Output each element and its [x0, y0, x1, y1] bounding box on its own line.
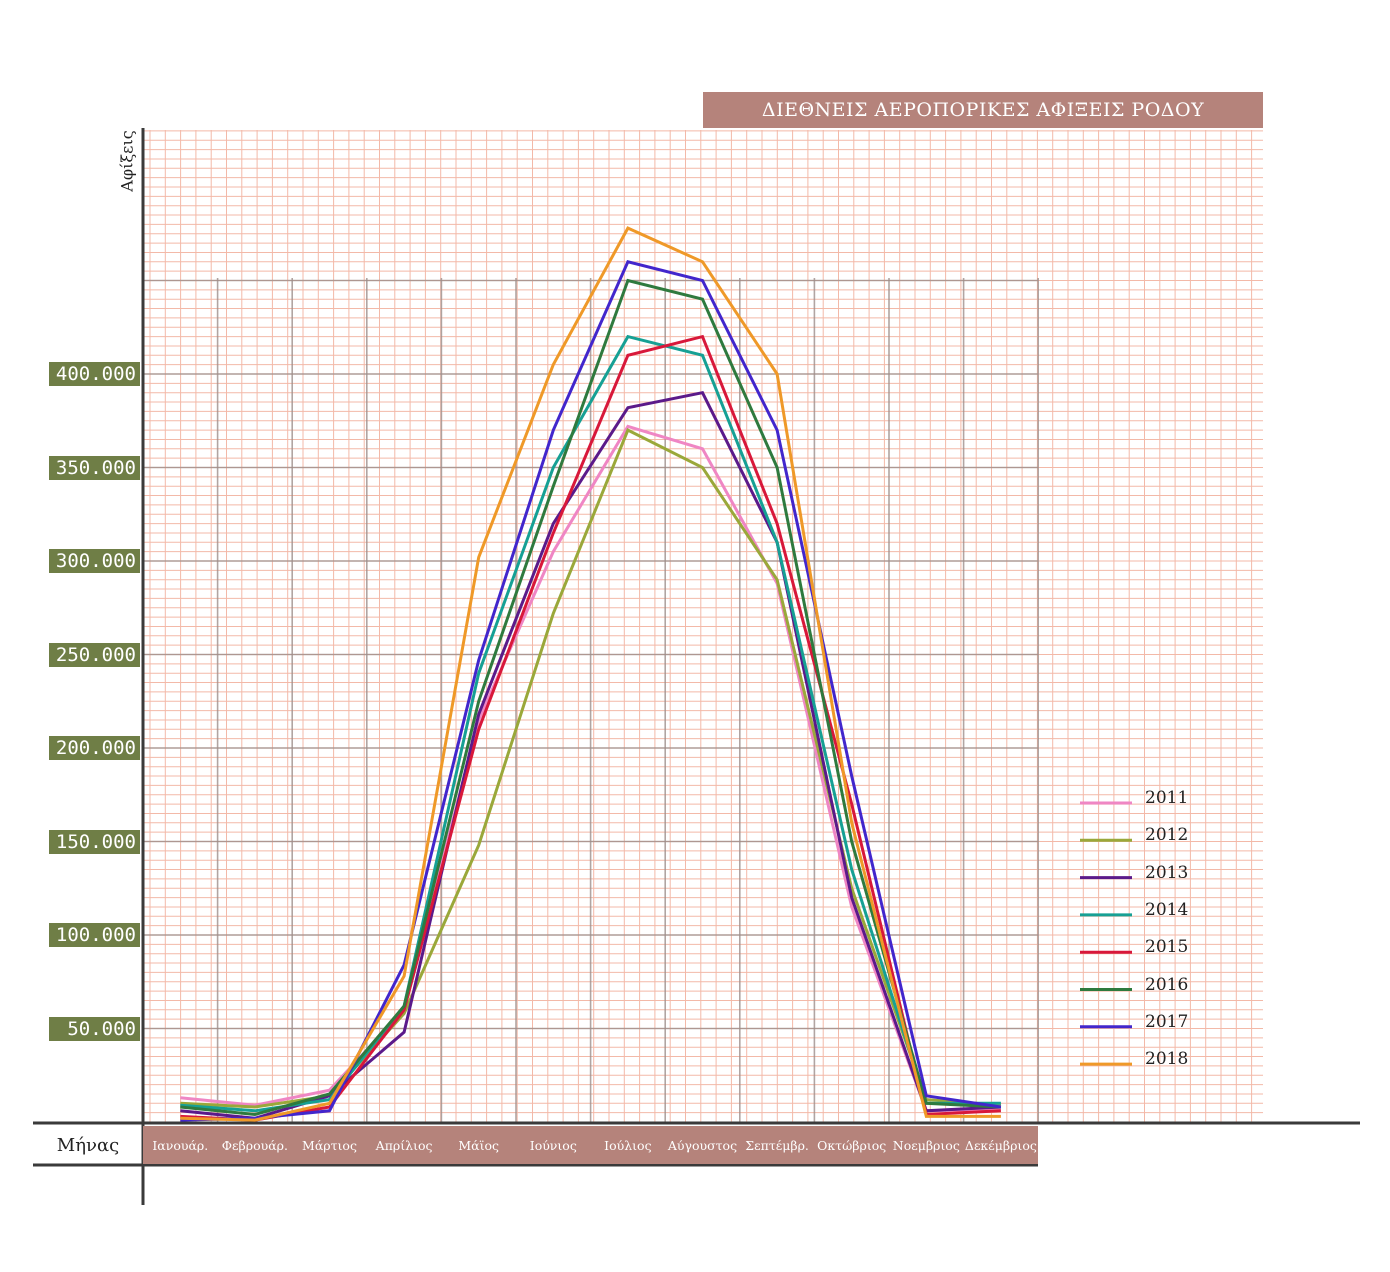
x-tick-label: Ιούλιος — [604, 1137, 652, 1153]
x-tick-label: Αύγουστος — [667, 1137, 738, 1153]
month-strip — [143, 1126, 1038, 1164]
series-line-2016 — [180, 278, 1001, 1117]
y-tick-label: 350.000 — [49, 455, 140, 480]
legend-label-2013: 2013 — [1145, 862, 1189, 883]
chart-title: ΔΙΕΘΝΕΙΣ ΑΕΡΟΠΟΡΙΚΕΣ ΑΦΙΞΕΙΣ ΡΟΔΟΥ — [703, 92, 1263, 128]
y-tick-label: 150.000 — [49, 829, 140, 854]
y-tick-label: 250.000 — [49, 642, 140, 667]
legend-label-2016: 2016 — [1145, 974, 1189, 995]
series-line-2017 — [180, 260, 1002, 1122]
chart-legend — [1080, 801, 1132, 1066]
x-tick-label: Δεκέμβριος — [964, 1137, 1037, 1153]
x-tick-label: Απρίλιος — [375, 1137, 433, 1153]
y-tick-label: 100.000 — [49, 923, 140, 947]
x-tick-label: Οκτώβριος — [817, 1137, 887, 1153]
series-line-2014 — [180, 334, 1001, 1113]
legend-label-2014: 2014 — [1145, 899, 1189, 920]
legend-label-2015: 2015 — [1145, 937, 1189, 958]
legend-label-2017: 2017 — [1145, 1011, 1189, 1032]
x-axis-label: Μήνας — [56, 1134, 120, 1156]
series-line-2013 — [180, 391, 1001, 1120]
x-tick-label: Ιανουάρ. — [152, 1137, 209, 1153]
chart-series — [180, 226, 1002, 1122]
x-tick-label: Ιούνιος — [529, 1137, 577, 1153]
legend-label-2018: 2018 — [1145, 1049, 1189, 1070]
x-tick-label: Φεβρουάρ. — [221, 1137, 288, 1153]
legend-label-2012: 2012 — [1145, 825, 1189, 846]
y-tick-label: 200.000 — [49, 736, 140, 760]
x-tick-label: Μάρτιος — [302, 1137, 357, 1153]
y-axis-label-box: Αφίξεις — [112, 130, 142, 192]
x-tick-label: Νοεμβριος — [892, 1137, 960, 1153]
y-axis-label: Αφίξεις — [117, 130, 137, 192]
chart-grid-fine — [143, 130, 1263, 1123]
x-tick-label: Μάϊος — [458, 1137, 500, 1153]
y-tick-label: 400.000 — [49, 362, 140, 386]
x-tick-label: Σεπτέμβρ. — [745, 1137, 809, 1153]
chart-axes — [33, 128, 1360, 1205]
y-tick-label: 300.000 — [49, 549, 140, 573]
series-line-2018 — [180, 226, 1001, 1122]
y-tick-label: 50.000 — [49, 1016, 140, 1041]
series-line-2011 — [180, 424, 1001, 1113]
series-line-2015 — [180, 334, 1001, 1122]
legend-label-2011: 2011 — [1145, 788, 1189, 808]
